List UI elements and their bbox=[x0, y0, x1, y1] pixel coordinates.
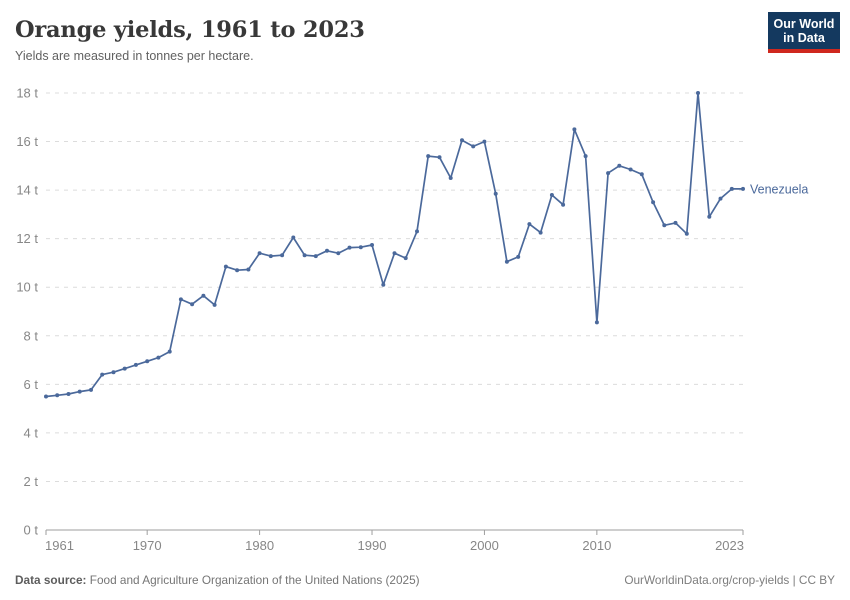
data-point bbox=[302, 253, 307, 258]
data-point bbox=[628, 167, 633, 172]
data-point bbox=[662, 223, 667, 228]
y-tick-label: 12 t bbox=[16, 231, 38, 246]
x-tick-label: 2000 bbox=[470, 538, 499, 553]
data-point bbox=[44, 394, 48, 399]
x-tick-label: 1970 bbox=[133, 538, 162, 553]
data-point bbox=[527, 222, 532, 227]
data-point bbox=[471, 144, 476, 149]
data-point bbox=[594, 320, 599, 325]
data-point bbox=[403, 256, 408, 261]
data-point bbox=[549, 193, 554, 197]
chart-subtitle: Yields are measured in tonnes per hectar… bbox=[15, 49, 254, 63]
data-source-label: Data source: bbox=[15, 573, 87, 587]
data-point bbox=[684, 231, 689, 236]
data-point bbox=[201, 293, 206, 298]
data-point bbox=[504, 259, 509, 264]
data-point bbox=[370, 243, 374, 247]
chart-header: Orange yields, 1961 to 2023 Yields are m… bbox=[15, 17, 365, 63]
data-point bbox=[133, 362, 138, 367]
data-point bbox=[145, 359, 150, 364]
y-tick-label: 10 t bbox=[16, 280, 38, 295]
series-label-venezuela[interactable]: Venezuela bbox=[750, 182, 808, 196]
data-point bbox=[223, 264, 228, 269]
data-point bbox=[651, 200, 656, 205]
data-point bbox=[538, 230, 543, 235]
data-point bbox=[696, 91, 700, 95]
data-point bbox=[167, 349, 172, 354]
data-point bbox=[617, 163, 622, 168]
data-point bbox=[718, 196, 723, 201]
footer-citation-link[interactable]: OurWorldinData.org/crop-yields | CC BY bbox=[624, 573, 835, 587]
data-point bbox=[156, 355, 161, 360]
y-tick-label: 0 t bbox=[24, 523, 39, 538]
x-tick-label: 2023 bbox=[715, 538, 744, 553]
data-point bbox=[572, 127, 577, 132]
data-point bbox=[729, 186, 734, 191]
data-point bbox=[77, 389, 82, 394]
data-point bbox=[100, 372, 105, 377]
data-point bbox=[291, 235, 296, 240]
data-point bbox=[482, 139, 487, 144]
data-point bbox=[437, 155, 442, 160]
y-tick-label: 8 t bbox=[24, 328, 39, 343]
data-point bbox=[66, 392, 71, 396]
data-point bbox=[561, 202, 566, 207]
owid-logo[interactable]: Our World in Data bbox=[768, 12, 840, 53]
data-point bbox=[493, 191, 498, 196]
x-tick-label: 1961 bbox=[45, 538, 74, 553]
page-title: Orange yields, 1961 to 2023 bbox=[15, 17, 365, 43]
owid-logo-line2: in Data bbox=[783, 31, 825, 45]
y-tick-label: 6 t bbox=[24, 377, 39, 392]
data-point bbox=[336, 251, 341, 256]
data-point bbox=[415, 229, 419, 234]
data-point bbox=[673, 220, 678, 225]
x-tick-label: 1990 bbox=[358, 538, 387, 553]
x-tick-label: 2010 bbox=[582, 538, 611, 553]
data-source-text: Food and Agriculture Organization of the… bbox=[86, 573, 420, 587]
data-point bbox=[426, 154, 431, 159]
data-point bbox=[268, 254, 273, 259]
data-point bbox=[178, 297, 183, 302]
y-tick-label: 14 t bbox=[16, 183, 38, 198]
y-tick-label: 2 t bbox=[24, 474, 39, 489]
x-tick-label: 1980 bbox=[245, 538, 274, 553]
data-point bbox=[257, 251, 262, 256]
data-point bbox=[89, 387, 93, 392]
data-point bbox=[212, 302, 217, 307]
data-point bbox=[190, 302, 195, 307]
data-point bbox=[55, 393, 60, 398]
data-point bbox=[606, 171, 611, 176]
owid-logo-line1: Our World bbox=[773, 17, 835, 31]
data-point bbox=[358, 245, 363, 250]
data-point bbox=[280, 253, 285, 258]
data-point bbox=[707, 214, 712, 219]
y-tick-label: 4 t bbox=[24, 425, 39, 440]
y-tick-label: 18 t bbox=[16, 86, 38, 101]
data-point bbox=[122, 366, 127, 371]
data-point bbox=[246, 267, 251, 272]
y-tick-label: 16 t bbox=[16, 134, 38, 149]
data-line[interactable] bbox=[45, 92, 744, 398]
data-point bbox=[583, 154, 588, 159]
data-point bbox=[325, 248, 329, 253]
data-source: Data source: Food and Agriculture Organi… bbox=[15, 573, 420, 587]
data-point bbox=[381, 282, 386, 287]
data-point bbox=[313, 254, 318, 259]
data-point bbox=[639, 172, 644, 177]
data-point bbox=[347, 245, 352, 250]
data-point bbox=[448, 176, 453, 180]
data-point bbox=[516, 254, 521, 259]
data-point bbox=[460, 138, 464, 143]
data-point bbox=[111, 370, 116, 375]
data-point bbox=[392, 251, 397, 256]
data-point bbox=[235, 268, 240, 273]
data-point bbox=[741, 186, 745, 191]
